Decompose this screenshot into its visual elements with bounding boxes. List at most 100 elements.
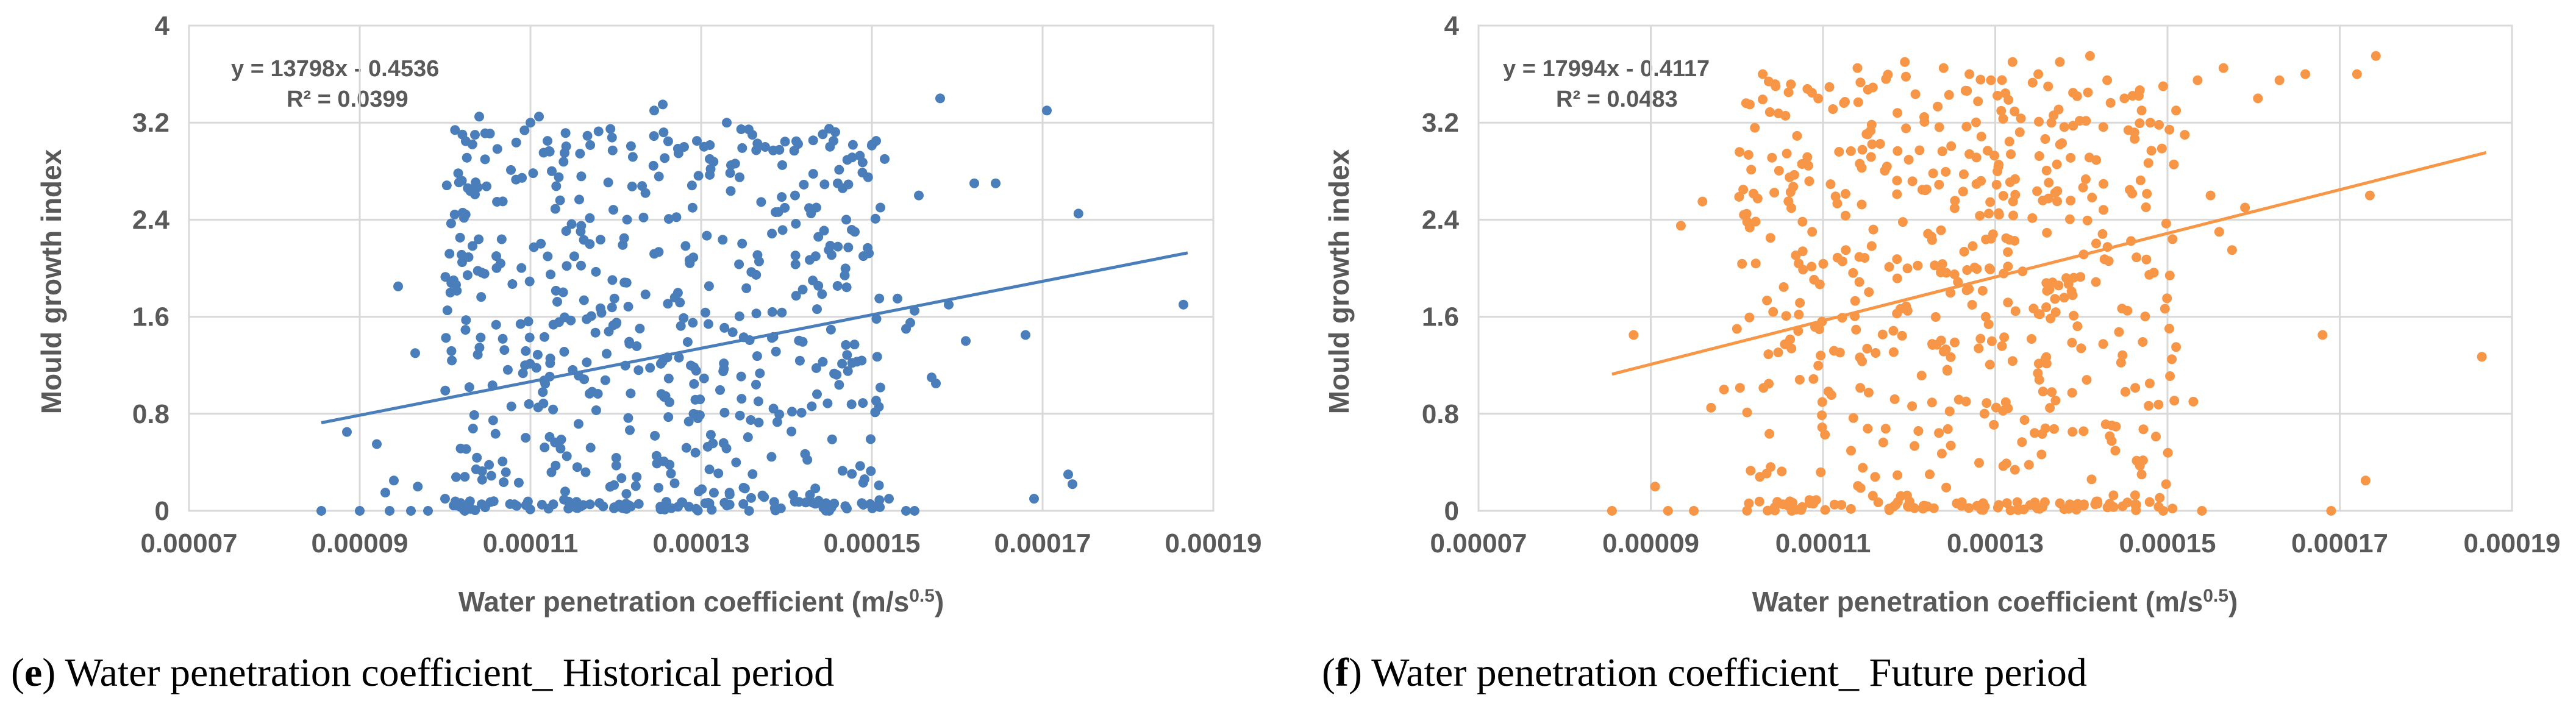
data-point bbox=[1840, 189, 1850, 199]
data-point bbox=[931, 379, 941, 388]
data-point bbox=[1930, 312, 1941, 322]
data-point bbox=[2055, 498, 2065, 508]
data-point bbox=[2136, 469, 2147, 480]
data-point bbox=[1888, 347, 1899, 357]
data-point bbox=[1857, 199, 1867, 210]
data-point bbox=[649, 105, 659, 116]
data-point bbox=[1814, 324, 1824, 335]
data-point bbox=[688, 318, 698, 328]
data-point bbox=[1895, 304, 1905, 314]
data-point bbox=[2167, 504, 2178, 514]
data-point bbox=[880, 154, 890, 164]
data-point bbox=[874, 293, 885, 304]
data-point bbox=[560, 486, 570, 497]
data-point bbox=[875, 382, 885, 393]
data-point bbox=[2149, 268, 2159, 278]
data-point bbox=[812, 202, 821, 213]
data-point bbox=[741, 283, 752, 293]
data-point bbox=[1802, 152, 1813, 162]
data-point bbox=[1930, 260, 1940, 271]
data-point bbox=[2019, 415, 2030, 425]
data-point bbox=[1746, 165, 1757, 175]
data-point bbox=[1888, 326, 1899, 336]
data-point bbox=[495, 258, 505, 269]
data-point bbox=[1892, 189, 1902, 199]
data-point bbox=[492, 197, 502, 207]
data-point bbox=[1846, 446, 1856, 456]
data-point bbox=[1855, 158, 1865, 169]
data-point bbox=[677, 497, 687, 507]
data-point bbox=[444, 249, 455, 259]
data-point bbox=[2072, 321, 2083, 332]
data-point bbox=[2116, 357, 2126, 368]
data-point bbox=[1735, 147, 1744, 157]
data-point bbox=[1973, 96, 1983, 107]
data-point bbox=[2086, 474, 2097, 485]
data-point bbox=[842, 504, 852, 514]
data-point bbox=[2169, 159, 2179, 169]
data-point bbox=[680, 241, 691, 251]
data-point bbox=[767, 307, 777, 317]
data-point bbox=[1742, 407, 1752, 418]
data-point bbox=[1893, 108, 1903, 118]
data-point bbox=[1913, 260, 1923, 271]
data-point bbox=[538, 148, 549, 158]
y-tick-label: 4 bbox=[1444, 11, 1460, 41]
data-point bbox=[2197, 506, 2207, 516]
data-point bbox=[2001, 233, 2011, 243]
data-point bbox=[797, 285, 808, 294]
data-point bbox=[658, 127, 669, 138]
data-point bbox=[1905, 496, 1914, 507]
data-point bbox=[751, 308, 762, 319]
data-point bbox=[2083, 87, 2093, 98]
data-point bbox=[501, 467, 511, 477]
data-point bbox=[663, 373, 674, 383]
data-point bbox=[2132, 252, 2142, 263]
data-point bbox=[554, 172, 564, 182]
data-point bbox=[633, 365, 644, 376]
data-point bbox=[645, 363, 655, 373]
data-point bbox=[858, 398, 868, 408]
data-point bbox=[1807, 227, 1818, 237]
data-point bbox=[477, 499, 487, 510]
data-point bbox=[874, 480, 884, 491]
data-point bbox=[663, 299, 673, 309]
data-point bbox=[2167, 354, 2177, 365]
data-point bbox=[1794, 374, 1805, 385]
data-point bbox=[607, 275, 618, 285]
data-point bbox=[445, 287, 455, 297]
data-point bbox=[905, 318, 915, 328]
data-point bbox=[702, 230, 712, 241]
data-point bbox=[1789, 169, 1799, 180]
data-point bbox=[1975, 211, 1985, 221]
data-point bbox=[719, 497, 730, 508]
data-point bbox=[857, 355, 867, 366]
data-point bbox=[539, 332, 549, 342]
data-point bbox=[2360, 475, 2371, 486]
data-point bbox=[1964, 284, 1974, 294]
data-point bbox=[1961, 121, 1972, 132]
data-point bbox=[1774, 166, 1784, 176]
data-point bbox=[457, 257, 467, 268]
data-point bbox=[2131, 500, 2141, 511]
data-point bbox=[719, 358, 729, 369]
data-point bbox=[2050, 307, 2061, 318]
data-point bbox=[1820, 505, 1830, 515]
data-point bbox=[850, 227, 860, 237]
data-point bbox=[735, 172, 744, 182]
data-point bbox=[1697, 196, 1708, 207]
data-point bbox=[1982, 398, 1992, 408]
data-point bbox=[2171, 342, 2182, 352]
data-point bbox=[807, 497, 818, 508]
data-point bbox=[462, 152, 472, 163]
data-point bbox=[1783, 196, 1794, 207]
data-point bbox=[446, 346, 457, 356]
data-point bbox=[1934, 122, 1944, 132]
data-point bbox=[2003, 297, 2013, 308]
data-point bbox=[1889, 394, 1900, 404]
data-point bbox=[511, 174, 521, 185]
data-point bbox=[1689, 506, 1699, 516]
data-point bbox=[651, 450, 662, 461]
data-point bbox=[833, 178, 843, 188]
data-point bbox=[794, 497, 804, 507]
